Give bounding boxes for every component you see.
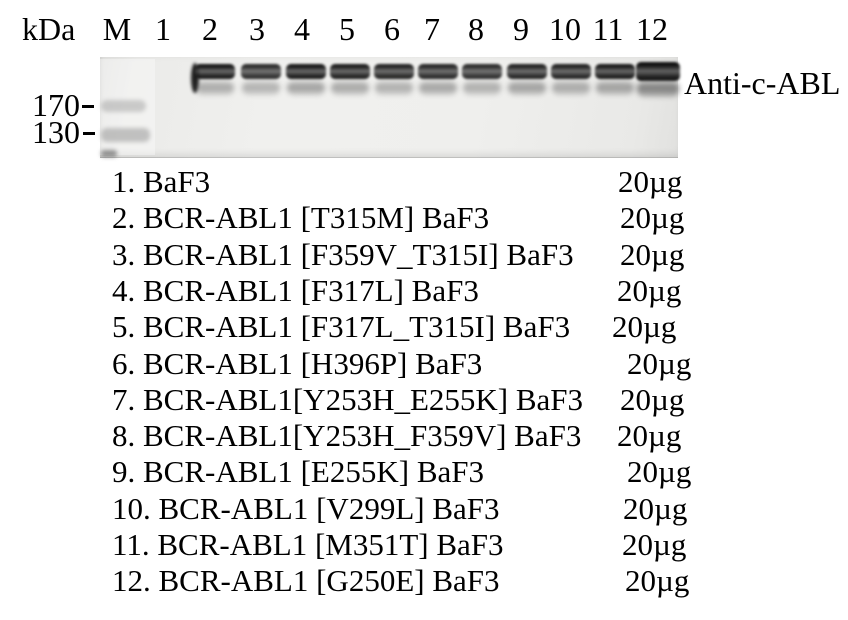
lane-label-6: 6 <box>384 11 400 47</box>
legend-row-10: 10. BCR-ABL1 [V299L] BaF3 20µg <box>112 491 732 527</box>
mw-marker-170: 170 <box>32 87 80 123</box>
band-upper-lane-7 <box>418 64 458 79</box>
legend-row-3: 3. BCR-ABL1 [F359V_T315I] BaF3 20µg <box>112 237 732 273</box>
lane-label-1: 1 <box>155 11 171 47</box>
sample-amount-4: 20µg <box>617 273 682 308</box>
band-upper-lane-3 <box>241 64 281 79</box>
band-upper-lane-11 <box>595 64 635 79</box>
legend-row-6: 6. BCR-ABL1 [H396P] BaF3 20µg <box>112 346 732 382</box>
lane-label-11: 11 <box>592 11 624 47</box>
blot-image <box>100 57 680 158</box>
sample-amount-8: 20µg <box>617 418 682 453</box>
band-lower-lane-12 <box>637 81 679 97</box>
lane-label-5: 5 <box>339 11 355 47</box>
legend-row-7: 7. BCR-ABL1[Y253H_E255K] BaF3 20µg <box>112 382 732 418</box>
sample-amount-7: 20µg <box>620 382 685 417</box>
band-lower-lane-9 <box>508 81 546 95</box>
sample-label-7: 7. BCR-ABL1[Y253H_E255K] BaF3 <box>112 382 584 417</box>
sample-label-11: 11. BCR-ABL1 [M351T] BaF3 <box>112 527 504 562</box>
legend-row-5: 5. BCR-ABL1 [F317L_T315I] BaF3 20µg <box>112 309 732 345</box>
lane-label-4: 4 <box>294 11 310 47</box>
band-lower-lane-8 <box>463 81 501 95</box>
legend-row-11: 11. BCR-ABL1 [M351T] BaF3 20µg <box>112 527 732 563</box>
sample-label-5: 5. BCR-ABL1 [F317L_T315I] BaF3 <box>112 309 571 344</box>
sample-amount-3: 20µg <box>620 237 685 272</box>
blot-corner-smudge <box>101 150 117 157</box>
lane-label-7: 7 <box>424 11 440 47</box>
lane-label-3: 3 <box>249 11 265 47</box>
band-lower-lane-5 <box>331 81 369 95</box>
lane-label-9: 9 <box>513 11 529 47</box>
band-upper-lane-5 <box>330 64 370 79</box>
band-upper-lane-9 <box>507 64 547 79</box>
sample-label-12: 12. BCR-ABL1 [G250E] BaF3 <box>112 563 500 598</box>
marker-band-170kda <box>101 100 146 112</box>
band-lower-lane-6 <box>375 81 413 95</box>
legend-row-1: 1. BaF3 20µg <box>112 164 732 200</box>
legend-row-12: 12. BCR-ABL1 [G250E] BaF3 20µg <box>112 563 732 599</box>
sample-amount-2: 20µg <box>620 200 685 235</box>
sample-label-8: 8. BCR-ABL1[Y253H_F359V] BaF3 <box>112 418 582 453</box>
band-upper-lane-12 <box>636 62 680 81</box>
sample-label-2: 2. BCR-ABL1 [T315M] BaF3 <box>112 200 490 235</box>
band-upper-lane-10 <box>551 64 591 79</box>
mw-tick-170 <box>82 105 94 108</box>
legend-row-8: 8. BCR-ABL1[Y253H_F359V] BaF3 20µg <box>112 418 732 454</box>
mw-tick-130 <box>83 132 95 135</box>
sample-amount-6: 20µg <box>627 346 692 381</box>
sample-amount-12: 20µg <box>625 563 690 598</box>
sample-amount-11: 20µg <box>622 527 687 562</box>
band-lower-lane-11 <box>596 81 634 95</box>
lane-label-2: 2 <box>202 11 218 47</box>
sample-label-9: 9. BCR-ABL1 [E255K] BaF3 <box>112 454 484 489</box>
legend-row-9: 9. BCR-ABL1 [E255K] BaF3 20µg <box>112 454 732 490</box>
band-upper-lane-6 <box>374 64 414 79</box>
band-edge-blob-lane-2 <box>191 63 199 93</box>
sample-label-3: 3. BCR-ABL1 [F359V_T315I] BaF3 <box>112 237 574 272</box>
sample-label-1: 1. BaF3 <box>112 164 211 199</box>
band-lower-lane-7 <box>419 81 457 95</box>
sample-label-10: 10. BCR-ABL1 [V299L] BaF3 <box>112 491 500 526</box>
marker-band-130kda <box>101 128 150 142</box>
marker-lane-strip <box>100 59 155 155</box>
lane-label-10: 10 <box>549 11 581 47</box>
marker-lane-label: M <box>102 11 132 47</box>
sample-label-4: 4. BCR-ABL1 [F317L] BaF3 <box>112 273 479 308</box>
sample-amount-1: 20µg <box>618 164 683 199</box>
sample-legend: 1. BaF3 20µg 2. BCR-ABL1 [T315M] BaF3 20µg 3… <box>112 164 732 604</box>
sample-label-6: 6. BCR-ABL1 [H396P] BaF3 <box>112 346 483 381</box>
band-upper-lane-4 <box>286 64 326 79</box>
legend-row-2: 2. BCR-ABL1 [T315M] BaF3 20µg <box>112 200 732 236</box>
sample-amount-5: 20µg <box>612 309 677 344</box>
mw-marker-130: 130 <box>32 114 80 150</box>
band-upper-lane-8 <box>462 64 502 79</box>
sample-amount-10: 20µg <box>623 491 688 526</box>
legend-row-4: 4. BCR-ABL1 [F317L] BaF3 20µg <box>112 273 732 309</box>
antibody-label: Anti-c-ABL <box>684 65 841 101</box>
band-lower-lane-2 <box>196 81 234 95</box>
band-lower-lane-3 <box>242 81 280 95</box>
band-lower-lane-4 <box>287 81 325 95</box>
band-lower-lane-10 <box>552 81 590 95</box>
kda-unit-label: kDa <box>22 11 76 47</box>
sample-amount-9: 20µg <box>627 454 692 489</box>
lane-label-12: 12 <box>636 11 668 47</box>
lane-label-8: 8 <box>468 11 484 47</box>
band-upper-lane-2 <box>195 64 235 79</box>
